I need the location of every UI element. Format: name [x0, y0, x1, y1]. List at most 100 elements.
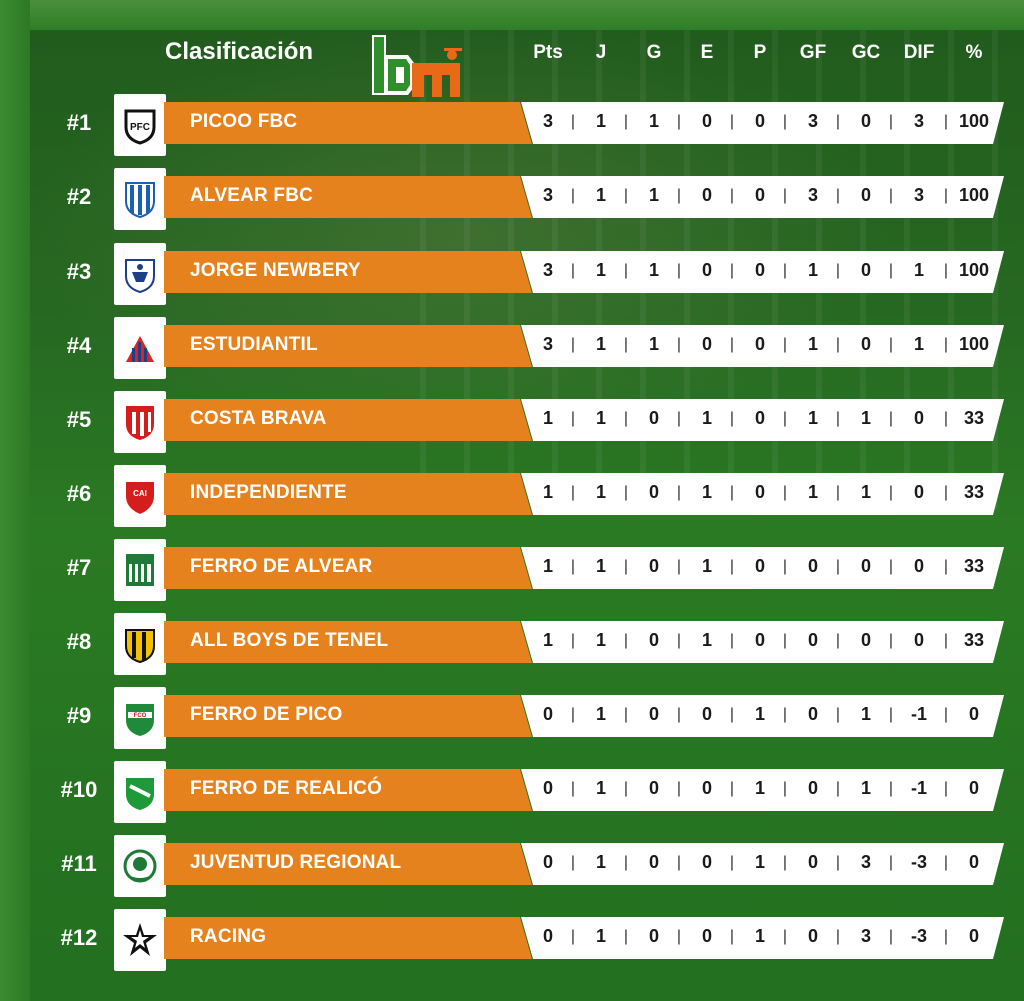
stat-dif: 3 [913, 111, 924, 131]
table-row: #12 RACING 0 1 0 0 1 0 3 -3 0 | | | | | | | | [0, 909, 1024, 979]
stat-separator: | [623, 410, 629, 427]
stat-separator: | [729, 336, 735, 353]
ferro-de-realico-crest-icon [114, 761, 166, 823]
stat-pts: 1 [542, 408, 553, 428]
rank-label: #2 [66, 184, 92, 209]
stat-separator: | [676, 854, 682, 871]
stat-separator: | [676, 780, 682, 797]
table-row: #11 JUVENTUD REGIONAL 0 1 0 0 1 0 3 -3 0 | | | | | | | | [0, 835, 1024, 905]
picoo-fbc-crest-icon: PFC [114, 94, 166, 156]
stat-pts: 1 [542, 630, 553, 650]
stat-g: 0 [648, 556, 659, 576]
stat-separator: | [835, 187, 841, 204]
stat-gf: 3 [807, 111, 818, 131]
stats-bar [521, 102, 1004, 144]
stat-dif: 0 [913, 482, 924, 502]
stat-dif: 1 [913, 334, 924, 354]
stat-pts: 3 [542, 260, 553, 280]
stat-separator: | [943, 484, 949, 501]
table-row: #6 CAI INDEPENDIENTE 1 1 0 1 0 1 1 0 33 | | | | | | | | [0, 465, 1024, 535]
stat-separator: | [676, 336, 682, 353]
stat-percent: 100 [958, 185, 990, 205]
table-header: Clasificación Pts J G E P GF GC DIF % [0, 0, 1024, 100]
stat-separator: | [888, 410, 894, 427]
table-row: #3 JORGE NEWBERY 3 1 1 0 0 1 0 1 100 | | | | | | | | [0, 243, 1024, 313]
team-name-bar [164, 176, 532, 218]
stats-bar [521, 547, 1004, 589]
stat-percent: 100 [958, 260, 990, 280]
stat-g: 0 [648, 704, 659, 724]
table-row: #2 ALVEAR FBC 3 1 1 0 0 3 0 3 100 | | | | | | | | [0, 168, 1024, 238]
stat-separator: | [729, 187, 735, 204]
stat-pts: 1 [542, 556, 553, 576]
team-name-bar [164, 251, 532, 293]
stat-separator: | [570, 632, 576, 649]
stat-dif: -3 [910, 926, 927, 946]
stat-separator: | [729, 632, 735, 649]
stat-g: 0 [648, 408, 659, 428]
stat-gc: 0 [860, 334, 871, 354]
rank-label: #11 [61, 851, 97, 876]
stat-gc: 0 [860, 111, 871, 131]
team-name-bar [164, 769, 532, 811]
stat-separator: | [888, 854, 894, 871]
stat-p: 0 [754, 185, 765, 205]
frame-left-edge [0, 0, 30, 1001]
stat-gc: 1 [860, 778, 871, 798]
racing-crest-icon [114, 909, 166, 971]
table-row: #5 COSTA BRAVA 1 1 0 1 0 1 1 0 33 | | | | | | | | [0, 391, 1024, 461]
team-name: INDEPENDIENTE [190, 482, 347, 503]
stat-separator: | [782, 262, 788, 279]
stat-separator: | [782, 928, 788, 945]
stat-separator: | [729, 780, 735, 797]
stat-percent: 100 [958, 111, 990, 131]
stat-gc: 0 [860, 556, 871, 576]
stat-separator: | [943, 928, 949, 945]
rank-label: #9 [66, 703, 92, 728]
stat-pts: 0 [542, 704, 553, 724]
stat-dif: 3 [913, 185, 924, 205]
stat-separator: | [570, 113, 576, 130]
stats-bar [521, 399, 1004, 441]
stat-separator: | [623, 854, 629, 871]
stat-pts: 0 [542, 926, 553, 946]
stat-gc: 0 [860, 185, 871, 205]
team-name: FERRO DE PICO [190, 704, 343, 725]
ferro-de-alvear-crest-icon [114, 539, 166, 601]
stat-gc: 0 [860, 630, 871, 650]
stat-separator: | [835, 632, 841, 649]
stat-separator: | [570, 558, 576, 575]
stats-bar [521, 695, 1004, 737]
stat-separator: | [623, 780, 629, 797]
col-head-p: P [753, 42, 767, 63]
stat-e: 0 [701, 778, 712, 798]
stat-gc: 1 [860, 482, 871, 502]
stat-percent: 0 [968, 852, 979, 872]
stat-separator: | [835, 706, 841, 723]
team-name: ALL BOYS DE TENEL [190, 630, 389, 651]
stat-separator: | [782, 780, 788, 797]
stat-j: 1 [595, 630, 606, 650]
stat-separator: | [835, 780, 841, 797]
stat-separator: | [782, 336, 788, 353]
stat-separator: | [623, 336, 629, 353]
stat-gf: 3 [807, 185, 818, 205]
stat-j: 1 [595, 260, 606, 280]
team-name: FERRO DE ALVEAR [190, 556, 373, 577]
stat-g: 0 [648, 852, 659, 872]
stat-separator: | [623, 113, 629, 130]
stat-separator: | [570, 262, 576, 279]
stat-p: 0 [754, 111, 765, 131]
stat-pts: 3 [542, 334, 553, 354]
stat-pts: 0 [542, 778, 553, 798]
col-head-gf: GF [799, 42, 827, 63]
stat-separator: | [888, 558, 894, 575]
stat-separator: | [623, 706, 629, 723]
stat-gc: 1 [860, 408, 871, 428]
stat-p: 1 [754, 778, 765, 798]
team-name-bar [164, 399, 532, 441]
stat-e: 0 [701, 260, 712, 280]
table-row: #7 FERRO DE ALVEAR 1 1 0 1 0 0 0 0 33 | | | | | | | | [0, 539, 1024, 609]
stats-bar [521, 251, 1004, 293]
rank-label: #7 [66, 555, 92, 580]
